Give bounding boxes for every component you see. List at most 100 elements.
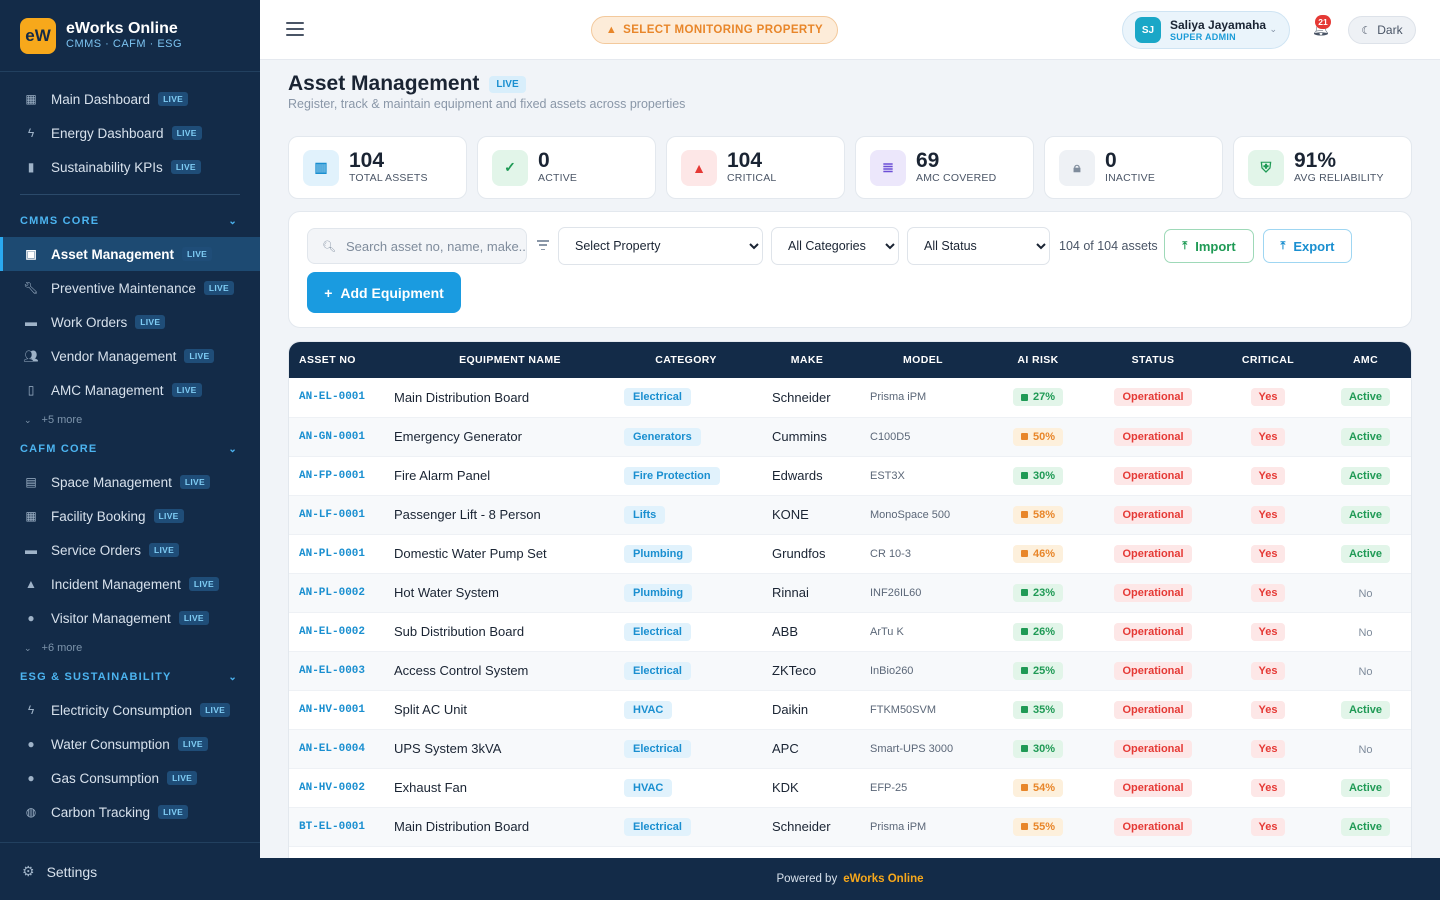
- asset-no-link[interactable]: AN-EL-0001: [299, 391, 366, 404]
- show-more-link[interactable]: ⌄ +6 more: [0, 635, 260, 661]
- show-more-link[interactable]: ⌄ +5 more: [0, 407, 260, 433]
- amc-chip: No: [1358, 627, 1373, 639]
- critical-chip: Yes: [1250, 739, 1286, 758]
- sidebar-item-asset-management[interactable]: ▣ Asset Management LIVE: [0, 237, 260, 271]
- property-select[interactable]: Select Property: [558, 227, 763, 265]
- footer-brand[interactable]: eWorks Online: [843, 873, 924, 885]
- sidebar-item-amc-management[interactable]: ▯ AMC Management LIVE: [0, 373, 260, 407]
- category-select[interactable]: All Categories: [771, 227, 899, 265]
- column-header[interactable]: STATUS: [1131, 354, 1175, 366]
- table-row[interactable]: BT-EL-0001 Main Distribution Board Electri…: [289, 807, 1411, 846]
- section-header[interactable]: CMMS CORE ⌄: [0, 205, 260, 237]
- asset-no-link[interactable]: AN-FP-0001: [299, 469, 366, 482]
- user-menu[interactable]: SJ Saliya Jayamaha SUPER ADMIN ⌄: [1122, 11, 1290, 49]
- asset-no-link[interactable]: AN-LF-0001: [299, 508, 366, 521]
- theme-toggle-button[interactable]: ☾ Dark: [1348, 16, 1416, 44]
- column-header[interactable]: MODEL: [903, 354, 943, 366]
- select-monitoring-property-button[interactable]: ▲ SELECT MONITORING PROPERTY: [591, 16, 838, 44]
- stat-value: 0: [1105, 149, 1117, 172]
- asset-no-link[interactable]: AN-EL-0003: [299, 664, 366, 677]
- status-chip: Operational: [1114, 739, 1192, 758]
- table-row[interactable]: AN-HV-0002 Exhaust Fan HVAC KDK EFP-25 54% Ope…: [289, 768, 1411, 807]
- settings-link[interactable]: ⚙ Settings: [0, 842, 260, 900]
- model-cell: MonoSpace 500: [870, 508, 951, 521]
- asset-no-link[interactable]: AN-GN-0001: [299, 430, 366, 443]
- import-button[interactable]: ⤒ Import: [1164, 229, 1254, 263]
- status-chip: Operational: [1114, 388, 1192, 407]
- sidebar-item-incident-management[interactable]: ▲ Incident Management LIVE: [0, 567, 260, 601]
- table-row[interactable]: AN-EL-0004 UPS System 3kVA Electrical APC Sm…: [289, 729, 1411, 768]
- brand[interactable]: eW eWorks Online CMMS · CAFM · ESG: [0, 0, 260, 72]
- table-row[interactable]: AN-EL-0002 Sub Distribution Board Electric…: [289, 612, 1411, 651]
- page-title: Asset Management LIVE: [288, 72, 526, 96]
- risk-icon: [1020, 706, 1028, 713]
- asset-no-link[interactable]: AN-PL-0001: [299, 547, 366, 560]
- sidebar-item-electricity-consumption[interactable]: ϟ Electricity Consumption LIVE: [0, 693, 260, 727]
- sidebar-item-visitor-management[interactable]: ● Visitor Management LIVE: [0, 601, 260, 635]
- sidebar-item-preventive-maintenance[interactable]: 🔧︎ Preventive Maintenance LIVE: [0, 271, 260, 305]
- sidebar-item-main-dashboard[interactable]: ▦ Main Dashboard LIVE: [0, 82, 260, 116]
- column-header[interactable]: MAKE: [790, 354, 824, 366]
- settings-label: Settings: [46, 863, 98, 880]
- search-input[interactable]: [345, 238, 526, 254]
- make-cell: Schneider: [772, 389, 831, 405]
- column-header[interactable]: AMC: [1352, 354, 1379, 366]
- add-equipment-button[interactable]: + Add Equipment: [307, 272, 461, 313]
- sidebar-item-service-orders[interactable]: ▬ Service Orders LIVE: [0, 533, 260, 567]
- table-row[interactable]: AN-GN-0001 Emergency Generator Generators C…: [289, 417, 1411, 456]
- asset-no-link[interactable]: AN-HV-0002: [299, 781, 366, 794]
- contract-icon: ≣: [870, 149, 906, 186]
- table-row[interactable]: AN-EL-0003 Access Control System Electrica…: [289, 651, 1411, 690]
- asset-no-link[interactable]: AN-PL-0002: [299, 586, 366, 599]
- sidebar-item-vendor-management[interactable]: 👥︎ Vendor Management LIVE: [0, 339, 260, 373]
- column-header[interactable]: EQUIPMENT NAME: [459, 354, 561, 366]
- export-button[interactable]: ⤒ Export: [1263, 229, 1352, 263]
- sidebar-item-water-consumption[interactable]: ● Water Consumption LIVE: [0, 727, 260, 761]
- building-icon: ▤: [25, 475, 37, 489]
- amc-chip: Active: [1340, 388, 1391, 407]
- column-header[interactable]: CRITICAL: [1241, 354, 1295, 366]
- section-header[interactable]: ESG & SUSTAINABILITY ⌄: [0, 661, 260, 693]
- table-row[interactable]: AN-FP-0001 Fire Alarm Panel Fire Protectio…: [289, 456, 1411, 495]
- ai-risk-value: 25%: [1032, 664, 1056, 677]
- bolt-icon: ϟ: [27, 126, 35, 140]
- table-row[interactable]: AN-LF-0001 Passenger Lift - 8 Person Lifts…: [289, 495, 1411, 534]
- amc-chip: Active: [1340, 466, 1391, 485]
- table-row[interactable]: AN-PL-0001 Domestic Water Pump Set Plumbin…: [289, 534, 1411, 573]
- upload-icon: ⤒: [1182, 239, 1188, 252]
- sidebar-item-space-management[interactable]: ▤ Space Management LIVE: [0, 465, 260, 499]
- search-box[interactable]: 🔍︎: [307, 228, 527, 264]
- status-select[interactable]: All Status: [907, 227, 1050, 265]
- sidebar-item-work-orders[interactable]: ▬ Work Orders LIVE: [0, 305, 260, 339]
- asset-no-link[interactable]: AN-EL-0004: [299, 742, 366, 755]
- section-title: CAFM CORE: [20, 443, 98, 455]
- live-badge: LIVE: [203, 281, 234, 295]
- divider: [20, 194, 240, 195]
- asset-no-link[interactable]: BT-EL-0001: [299, 820, 366, 833]
- equipment-name: Sub Distribution Board: [394, 624, 525, 639]
- asset-no-link[interactable]: AN-EL-0002: [299, 625, 366, 638]
- category-chip: Plumbing: [624, 544, 693, 563]
- export-label: Export: [1293, 238, 1335, 254]
- menu-icon[interactable]: [286, 22, 304, 36]
- model-cell: CR 10-3: [870, 547, 911, 560]
- asset-no-link[interactable]: AN-HV-0001: [299, 703, 366, 716]
- section-header[interactable]: CAFM CORE ⌄: [0, 433, 260, 465]
- live-badge: LIVE: [153, 509, 184, 523]
- footer-prefix: Powered by: [776, 873, 838, 885]
- table-row[interactable]: AN-HV-0001 Split AC Unit HVAC Daikin FTKM50S…: [289, 690, 1411, 729]
- table-row[interactable]: AN-PL-0002 Hot Water System Plumbing Rinnai…: [289, 573, 1411, 612]
- table-row[interactable]: AN-EL-0001 Main Distribution Board Electri…: [289, 378, 1411, 417]
- sidebar-item-facility-booking[interactable]: ▦ Facility Booking LIVE: [0, 499, 260, 533]
- sidebar-item-carbon-tracking[interactable]: ◍ Carbon Tracking LIVE: [0, 795, 260, 829]
- critical-chip: Yes: [1250, 622, 1286, 641]
- column-header[interactable]: CATEGORY: [655, 354, 717, 366]
- drop-icon: ●: [27, 737, 35, 751]
- stat-label: ACTIVE: [538, 172, 578, 184]
- sidebar-item-sustainability-kpis[interactable]: ▮ Sustainability KPIs LIVE: [0, 150, 260, 184]
- sidebar-item-gas-consumption[interactable]: ● Gas Consumption LIVE: [0, 761, 260, 795]
- sidebar-item-energy-dashboard[interactable]: ϟ Energy Dashboard LIVE: [0, 116, 260, 150]
- filter-icon[interactable]: [537, 240, 549, 250]
- column-header[interactable]: AI RISK: [1017, 354, 1059, 366]
- column-header[interactable]: ASSET NO: [299, 354, 356, 366]
